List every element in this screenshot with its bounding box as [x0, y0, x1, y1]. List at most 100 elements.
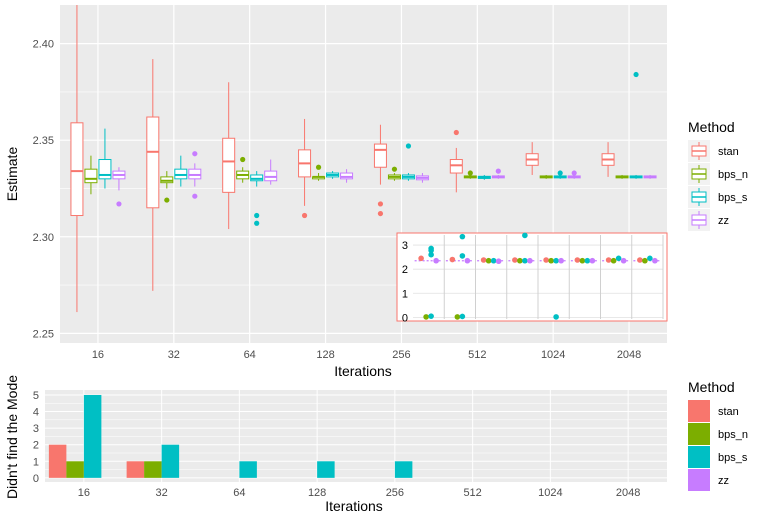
inset-point-bps_s	[522, 257, 528, 264]
legend-key-swatch	[688, 469, 710, 491]
legend-label: bps_s	[718, 192, 748, 204]
inset-point-bps_s	[553, 257, 559, 264]
inset-point-zz	[527, 257, 533, 264]
inset-point-bps_s	[615, 255, 622, 262]
boxplot-bps_n-1024	[539, 174, 553, 179]
bottom-y-tick-label: 0	[33, 473, 39, 485]
boxplot-bps_n-64	[236, 156, 250, 183]
box-body	[84, 168, 98, 184]
bottom-x-tick-label: 16	[78, 487, 90, 499]
inset-point-bps_n	[548, 257, 554, 264]
outlier-point	[301, 212, 308, 219]
top-legend-title: Method	[688, 119, 735, 135]
boxplot-bps_s-64	[250, 171, 264, 226]
outlier-point	[254, 212, 260, 219]
outlier-point	[254, 220, 260, 226]
inset-point-stan	[574, 257, 581, 263]
boxplot-stan-16	[70, 5, 84, 313]
top-y-tick-label: 2.30	[33, 232, 54, 244]
boxplot-zz-2048	[643, 174, 657, 179]
bottom-x-tick-label: 128	[308, 487, 326, 499]
bottom-y-tick-label: 1	[33, 456, 39, 468]
outlier-point	[557, 170, 563, 176]
inset-point-zz	[620, 257, 627, 264]
top-x-tick-label: 256	[392, 349, 410, 361]
top-x-tick-label: 64	[244, 349, 256, 361]
inset-point-bps_s	[428, 251, 434, 258]
bottom-x-tick-label: 32	[156, 487, 168, 499]
bottom-x-axis: 16 32 64 128 256 512 1024 2048	[78, 487, 641, 499]
bottom-x-tick-label: 256	[386, 487, 404, 499]
box-body	[146, 116, 160, 209]
inset-frame	[396, 232, 668, 322]
outlier-point	[495, 168, 501, 174]
top-legend: Method stan bps_n bps_szz	[688, 119, 748, 231]
legend-entry-zz: zz	[688, 209, 729, 231]
bottom-y-axis-title: Didn't find the Mode	[4, 375, 20, 499]
inset-y-tick-label: 1	[402, 288, 408, 300]
bottom-legend: Method stan bps_n bps_szz	[688, 379, 748, 491]
outlier-point	[453, 129, 459, 136]
inset-point-bps_n	[517, 257, 523, 264]
boxplot-bps_s-256	[401, 143, 415, 181]
inset-point-stan	[449, 256, 456, 263]
top-y-tick-label: 2.40	[33, 39, 54, 51]
bar-bps_s-32	[161, 444, 180, 478]
top-boxplots	[70, 5, 657, 313]
legend-entry-bps_s: bps_s	[688, 446, 748, 468]
boxplot-bps_n-32	[160, 171, 174, 203]
bottom-bars	[48, 394, 413, 478]
inset-point-stan	[418, 255, 424, 262]
inset-point-bps_s	[522, 232, 528, 239]
boxplot-bps_n-2048	[615, 174, 629, 179]
bar-bps_n-16	[66, 461, 84, 478]
bottom-legend-title: Method	[688, 379, 735, 395]
boxplot-stan-256	[373, 124, 387, 217]
legend-label: stan	[718, 146, 739, 158]
inset-point-bps_s	[459, 313, 466, 320]
inset-point-bps_n	[454, 314, 461, 320]
legend-key-swatch	[688, 446, 710, 468]
bottom-y-axis: 0 1 2 3 4 5	[33, 390, 39, 485]
boxplot-bps_s-512	[477, 174, 491, 180]
boxplot-bps_n-512	[463, 170, 477, 179]
bottom-y-tick-label: 4	[33, 407, 39, 419]
inset-point-zz	[433, 257, 439, 264]
box-body	[373, 143, 387, 168]
inset-point-zz	[589, 257, 596, 264]
legend-label: stan	[718, 406, 739, 418]
inset-point-bps_s	[490, 257, 497, 264]
inset-plot: 0 1 2 3	[396, 232, 668, 324]
boxplot-bps_n-128	[312, 164, 326, 181]
boxplot-bps_n-16	[84, 155, 98, 195]
top-x-tick-label: 16	[92, 349, 104, 361]
top-x-axis: 16 32 64 128 256 512 1024 2048	[92, 349, 641, 361]
inset-point-bps_n	[642, 257, 648, 264]
outlier-point	[192, 193, 198, 199]
bottom-x-tick-label: 512	[463, 487, 481, 499]
boxplot-zz-512	[491, 168, 505, 179]
inset-point-stan	[637, 257, 643, 263]
outlier-point	[164, 197, 170, 203]
top-x-tick-label: 2048	[617, 349, 641, 361]
outlier-point	[467, 170, 473, 176]
bottom-y-tick-label: 5	[33, 390, 39, 402]
inset-point-bps_s	[428, 313, 434, 319]
top-x-tick-label: 128	[316, 349, 334, 361]
top-y-axis: 2.25 2.30 2.35 2.40	[33, 39, 54, 341]
inset-point-bps_s	[584, 257, 591, 264]
boxplot-zz-128	[340, 169, 354, 183]
top-x-tick-label: 32	[168, 349, 180, 361]
outlier-point	[240, 156, 246, 163]
bar-stan-16	[48, 444, 67, 478]
top-y-axis-title: Estimate	[4, 147, 20, 202]
inset-y-tick-label: 0	[402, 312, 408, 324]
outlier-point	[192, 151, 198, 157]
boxplot-stan-512	[449, 129, 463, 193]
bar-bps_s-64	[239, 461, 257, 478]
legend-entry-bps_s: bps_s	[688, 186, 748, 208]
inset-y-tick-label: 2	[402, 264, 408, 276]
inset-point-stan	[512, 257, 518, 263]
box-body	[70, 122, 84, 217]
